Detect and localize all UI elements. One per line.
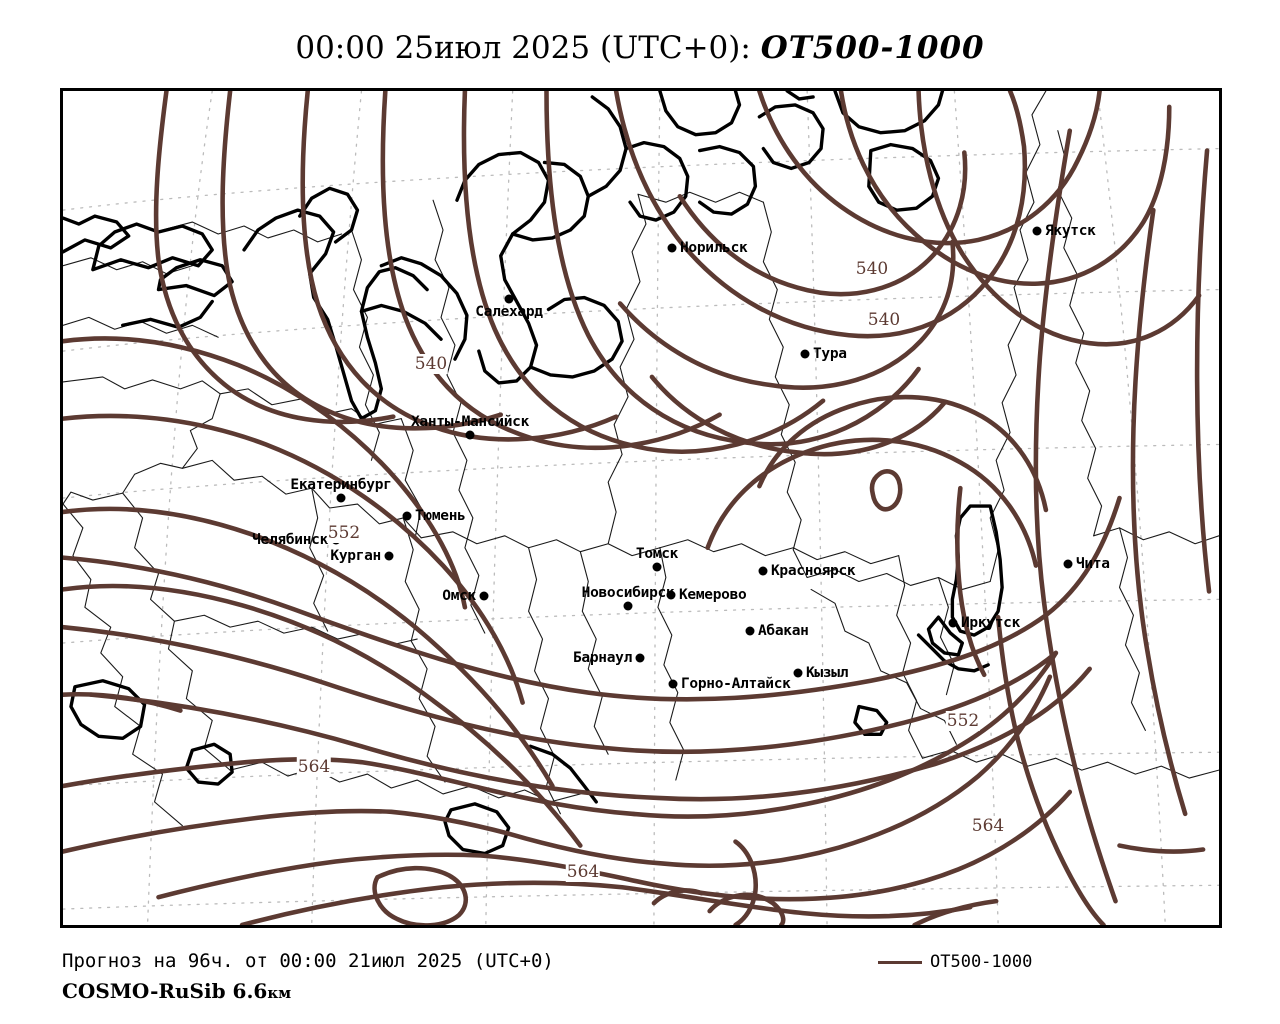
title-timezone: (UTC+0):: [599, 30, 751, 66]
city-label: Барнаул: [572, 650, 632, 666]
title-date: 25июл 2025: [394, 30, 591, 66]
city-marker: [384, 551, 394, 561]
city-label: Якутск: [1045, 223, 1096, 239]
city-label: Тюмень: [415, 508, 466, 524]
city-label: Омск: [442, 588, 476, 604]
model-resolution: 6.6: [232, 979, 268, 1003]
contour-label: 540: [413, 354, 449, 374]
city-marker: [402, 511, 412, 521]
map-canvas[interactable]: Якутск Норильск Салехард Тура Ханты-Мансийск…: [60, 88, 1222, 928]
city-markers: Якутск Норильск Салехард Тура Ханты-Мансийск…: [63, 91, 1219, 925]
city-marker: [758, 566, 768, 576]
city-label: Норильск: [680, 240, 748, 256]
footer: Прогноз на 96ч. от 00:00 21июл 2025 (UTC…: [62, 946, 554, 1008]
city-marker: [1063, 559, 1073, 569]
city-label: Кызыл: [806, 665, 849, 681]
legend-line-swatch: [878, 960, 922, 964]
city-label: Ханты-Мансийск: [410, 414, 530, 430]
contour-label: 552: [945, 711, 981, 731]
contour-lines: [63, 91, 1212, 925]
title-datetime: 00:00: [295, 30, 385, 66]
city-marker: [465, 430, 475, 440]
contour-label: 540: [854, 259, 890, 279]
city-marker: [635, 653, 645, 663]
contour-label: 552: [326, 523, 362, 543]
forecast-info: Прогноз на 96ч. от 00:00 21июл 2025 (UTC…: [62, 950, 554, 972]
city-marker: [666, 590, 676, 600]
model-info: COSMO-RuSib 6.6км: [62, 976, 554, 1008]
city-label: Красноярск: [771, 563, 856, 579]
contour-label: 540: [866, 310, 902, 330]
model-resolution-unit: км: [267, 984, 292, 1002]
city-label: Абакан: [758, 623, 809, 639]
page-title: 00:00 25июл 2025 (UTC+0): ОТ500-1000: [0, 30, 1280, 66]
city-label: Екатеринбург: [290, 477, 392, 493]
contour-value-labels: 540 540 540 552 552 564 564 564: [63, 91, 1219, 925]
city-label: Курган: [330, 548, 381, 564]
contour-label: 564: [296, 757, 332, 777]
city-label: Кемерово: [679, 587, 747, 603]
city-marker: [336, 493, 346, 503]
city-marker: [1032, 226, 1042, 236]
contour-label: 564: [970, 816, 1006, 836]
city-marker: [793, 668, 803, 678]
map-graphics: [63, 91, 1219, 925]
city-label: Томск: [635, 546, 679, 562]
title-field: ОТ500-1000: [760, 30, 985, 66]
city-label: Горно-Алтайск: [681, 676, 791, 692]
city-label: Чита: [1076, 556, 1110, 572]
contour-label: 564: [565, 862, 601, 882]
city-marker: [667, 243, 677, 253]
city-label: Тура: [813, 346, 847, 362]
city-label: Иркутск: [961, 615, 1021, 631]
city-marker: [800, 349, 810, 359]
city-label: Челябинск: [252, 532, 328, 548]
city-marker: [623, 601, 633, 611]
city-label: Салехард: [475, 304, 543, 320]
legend: ОТ500-1000: [878, 952, 1032, 972]
city-marker: [504, 294, 514, 304]
legend-label: ОТ500-1000: [930, 952, 1033, 972]
model-name: COSMO-RuSib: [62, 979, 226, 1003]
city-marker: [652, 562, 662, 572]
coastlines: [63, 91, 1004, 856]
city-marker: [948, 618, 958, 628]
city-marker: [745, 626, 755, 636]
city-marker: [668, 679, 678, 689]
city-marker: [479, 591, 489, 601]
city-label: Новосибирск: [581, 585, 675, 601]
